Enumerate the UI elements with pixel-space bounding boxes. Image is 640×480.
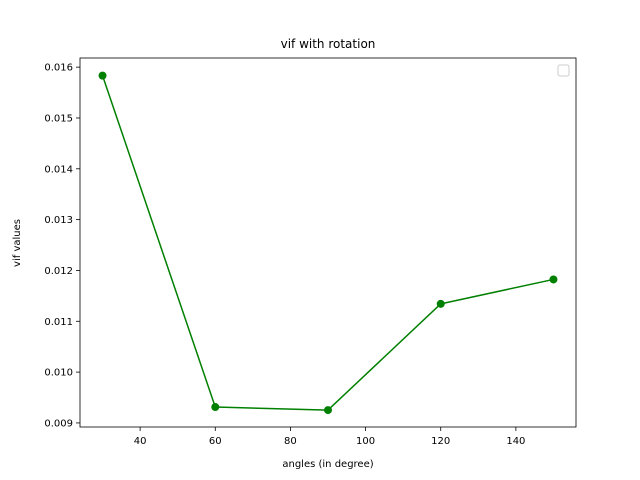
axes-frame xyxy=(79,57,577,428)
y-tick-label: 0.015 xyxy=(44,113,73,124)
data-point xyxy=(324,406,332,415)
data-point xyxy=(549,275,558,284)
y-tick-label: 0.009 xyxy=(44,418,73,429)
y-tick-label: 0.016 xyxy=(44,63,73,74)
x-tick-label: 120 xyxy=(431,436,450,447)
x-tick-label: 140 xyxy=(506,436,525,447)
y-tick-label: 0.012 xyxy=(44,266,73,277)
y-tick-label: 0.011 xyxy=(44,317,73,328)
plot-area: 40 60 80 100 120 140 0.009 0.010 0.011 0.012 0.013… xyxy=(44,57,577,447)
data-point xyxy=(211,403,220,412)
chart-title: vif with rotation xyxy=(281,37,376,51)
x-tick-label: 40 xyxy=(134,436,147,447)
y-tick-label: 0.013 xyxy=(44,215,73,226)
x-tick-label: 100 xyxy=(356,436,375,447)
x-axis-label: angles (in degree) xyxy=(282,459,373,470)
data-point xyxy=(98,71,107,80)
x-tick-label: 80 xyxy=(284,436,297,447)
legend-box xyxy=(557,64,570,77)
y-tick-label: 0.014 xyxy=(44,164,73,175)
y-axis-label: vif values xyxy=(12,219,23,267)
y-tick-label: 0.010 xyxy=(44,368,73,379)
x-tick-label: 60 xyxy=(209,436,222,447)
series-line xyxy=(101,75,554,411)
data-point xyxy=(436,299,445,308)
